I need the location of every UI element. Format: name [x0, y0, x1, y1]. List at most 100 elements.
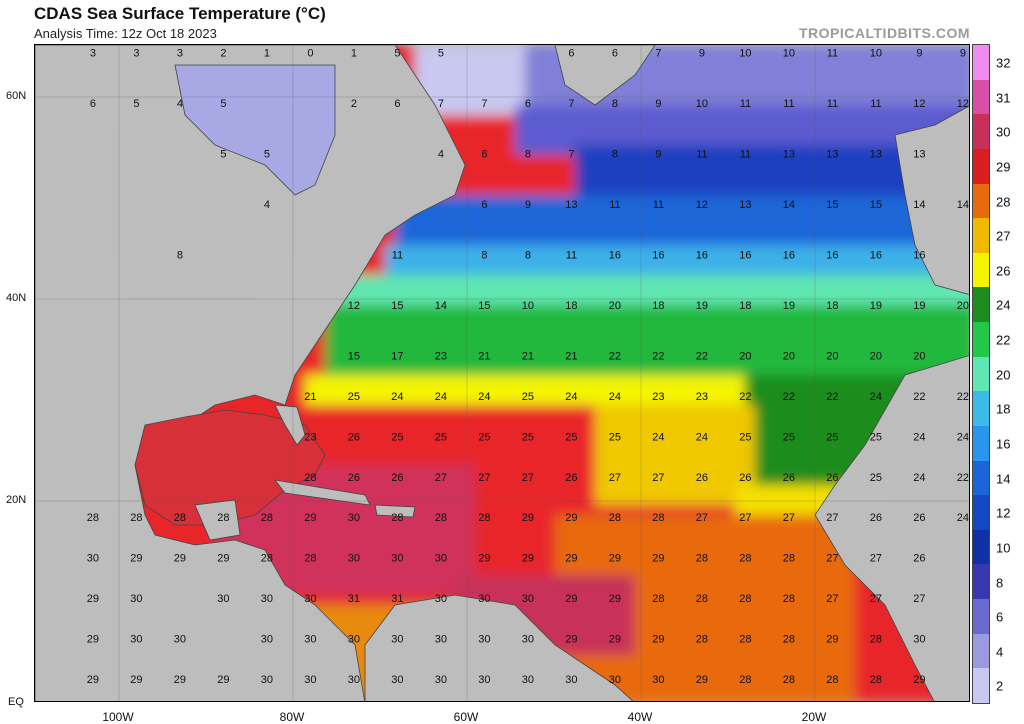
sst-value-label: 8 — [612, 98, 618, 110]
sst-value-label: 25 — [522, 391, 534, 403]
sst-value-label: 5 — [394, 48, 400, 60]
sst-value-label: 28 — [130, 512, 142, 524]
sst-value-label: 15 — [870, 199, 882, 211]
lon-label-40w: 40W — [627, 710, 653, 724]
sst-value-label: 26 — [696, 472, 708, 484]
sst-value-label: 25 — [565, 431, 577, 443]
sst-value-label: 9 — [916, 48, 922, 60]
colorbar-label: 2 — [996, 678, 1004, 694]
sst-value-label: 22 — [652, 351, 664, 363]
sst-value-label: 27 — [652, 472, 664, 484]
sst-value-label: 13 — [870, 149, 882, 161]
sst-value-label: 29 — [609, 633, 621, 645]
sst-value-label: 28 — [739, 553, 751, 565]
sst-value-label: 27 — [435, 472, 447, 484]
sst-value-label: 27 — [826, 512, 838, 524]
colorbar-swatch — [973, 599, 989, 635]
colorbar-swatch — [973, 633, 989, 669]
sst-value-label: 6 — [481, 149, 487, 161]
sst-value-label: 24 — [957, 512, 969, 524]
sst-value-label: 22 — [957, 391, 969, 403]
colorbar-swatch — [973, 218, 989, 254]
sst-value-label: 22 — [609, 351, 621, 363]
sst-value-label: 23 — [696, 391, 708, 403]
sst-value-label: 9 — [960, 48, 966, 60]
sst-value-label: 28 — [739, 633, 751, 645]
sst-value-label: 29 — [217, 674, 229, 686]
sst-value-label: 29 — [304, 512, 316, 524]
sst-value-label: 20 — [783, 351, 795, 363]
sst-value-label: 31 — [391, 593, 403, 605]
sst-value-label: 27 — [783, 512, 795, 524]
sst-value-label: 13 — [826, 149, 838, 161]
sst-value-label: 18 — [826, 300, 838, 312]
sst-value-label: 4 — [264, 199, 270, 211]
sst-value-label: 22 — [826, 391, 838, 403]
sst-value-label: 27 — [826, 553, 838, 565]
colorbar-swatch — [973, 79, 989, 115]
sst-value-label: 30 — [261, 593, 273, 605]
sst-value-label: 5 — [220, 98, 226, 110]
colorbar-swatch — [973, 529, 989, 565]
sst-value-label: 28 — [261, 512, 273, 524]
colorbar-label: 31 — [996, 90, 1011, 106]
sst-value-label: 7 — [568, 149, 574, 161]
sst-value-label: 29 — [87, 633, 99, 645]
sst-value-label: 7 — [438, 98, 444, 110]
sst-value-label: 30 — [391, 674, 403, 686]
sst-value-label: 16 — [739, 250, 751, 262]
sst-value-label: 3 — [133, 48, 139, 60]
sst-value-label: 12 — [696, 199, 708, 211]
sst-value-label: 30 — [478, 633, 490, 645]
sst-value-label: 15 — [826, 199, 838, 211]
sst-value-label: 29 — [565, 553, 577, 565]
sst-value-label: 30 — [348, 553, 360, 565]
sst-value-label: 24 — [957, 431, 969, 443]
sst-value-label: 11 — [870, 98, 881, 110]
sst-value-label: 29 — [609, 553, 621, 565]
sst-value-label: 12 — [348, 300, 360, 312]
sst-value-label: 30 — [435, 674, 447, 686]
sst-value-label: 7 — [481, 98, 487, 110]
sst-value-label: 25 — [870, 472, 882, 484]
lat-label-40n: 40N — [6, 292, 27, 304]
sst-value-label: 24 — [870, 391, 882, 403]
sst-value-label: 20 — [913, 351, 925, 363]
sst-value-label: 18 — [565, 300, 577, 312]
sst-value-label: 27 — [696, 512, 708, 524]
sst-value-label: 29 — [174, 674, 186, 686]
sst-value-label: 28 — [739, 593, 751, 605]
sst-value-label: 12 — [957, 98, 969, 110]
sst-value-label: 14 — [783, 199, 795, 211]
sst-value-label: 16 — [609, 250, 621, 262]
sst-value-label: 22 — [696, 351, 708, 363]
sst-value-label: 11 — [740, 98, 751, 110]
sst-value-label: 20 — [609, 300, 621, 312]
sst-value-label: 29 — [652, 633, 664, 645]
colorbar-label: 8 — [996, 575, 1004, 591]
colorbar-swatch — [973, 252, 989, 288]
sst-map-canvas: 3 3 3 2 1 0 1 5 5 6 6 7 9 10 10 11 10 9 96 5 4 5 2 6 7 7 6 7 8 9 10 11 1… — [35, 45, 969, 701]
sst-value-label: 13 — [565, 199, 577, 211]
sst-value-label: 6 — [90, 98, 96, 110]
sst-value-label: 28 — [739, 674, 751, 686]
sst-value-label: 28 — [783, 674, 795, 686]
land — [35, 45, 969, 701]
sst-value-label: 30 — [174, 633, 186, 645]
sst-value-label: 6 — [394, 98, 400, 110]
sst-value-label: 21 — [565, 351, 577, 363]
sst-value-label: 11 — [783, 98, 794, 110]
sst-value-label: 28 — [652, 512, 664, 524]
sst-value-labels: 3 3 3 2 1 0 1 5 5 6 6 7 9 10 10 11 10 9 96 5 4 5 2 6 7 7 6 7 8 9 10 11 1… — [87, 48, 969, 686]
sst-value-label: 27 — [478, 472, 490, 484]
sst-value-label: 19 — [783, 300, 795, 312]
lat-label-60n: 60N — [6, 90, 27, 102]
sst-value-label: 26 — [913, 512, 925, 524]
sst-value-label: 30 — [522, 633, 534, 645]
colorbar-swatch — [973, 460, 989, 496]
lon-label-20w: 20W — [801, 710, 827, 724]
sst-value-label: 28 — [783, 633, 795, 645]
sst-value-label: 30 — [261, 674, 273, 686]
sst-value-label: 1 — [264, 48, 270, 60]
sst-value-label: 31 — [348, 593, 360, 605]
